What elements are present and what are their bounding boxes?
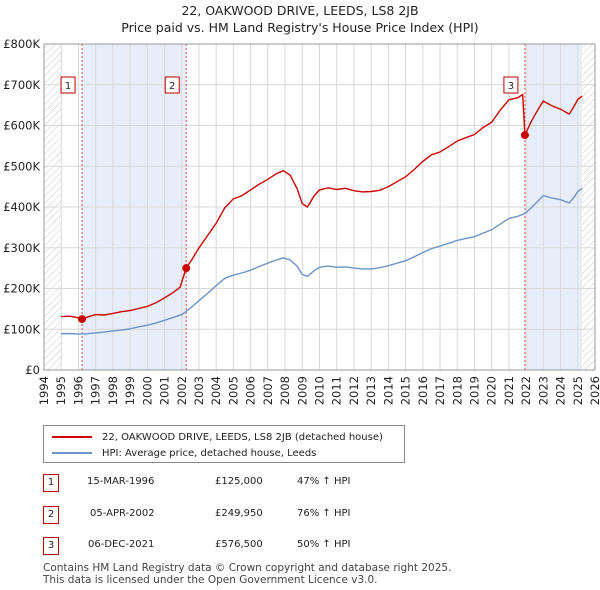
transaction-badge: 2	[43, 506, 59, 524]
series-line	[61, 187, 583, 335]
sale-point	[520, 131, 529, 140]
y-tick-label: £600K	[3, 119, 40, 133]
x-tick-label: 2010	[313, 376, 327, 405]
x-tick-label: 2019	[467, 376, 481, 405]
transaction-badge: 3	[43, 537, 59, 555]
sale-label: 1	[65, 81, 71, 92]
x-tick-label: 2000	[140, 376, 154, 405]
sale-point	[78, 315, 87, 324]
y-tick-label: £300K	[3, 241, 40, 255]
y-tick-label: £0	[25, 363, 40, 377]
legend-swatch-hpi	[52, 452, 92, 454]
transaction-badge: 1	[43, 474, 59, 492]
x-tick-label: 2025	[571, 376, 585, 405]
y-tick-label: £100K	[3, 322, 40, 336]
sale-points-layer	[78, 131, 529, 324]
y-tick-label: £500K	[3, 159, 40, 173]
x-tick-label: 2009	[295, 376, 309, 405]
x-tick-label: 2022	[519, 376, 533, 405]
sale-label: 2	[169, 81, 175, 92]
sale-label-box	[60, 76, 76, 94]
x-tick-label: 2011	[330, 376, 344, 405]
price-chart: 22, OAKWOOD DRIVE, LEEDS, LS8 2JB Price …	[3, 3, 600, 405]
plot-border	[43, 43, 596, 371]
x-tick-label: 2005	[226, 376, 240, 405]
x-tick-label: 2020	[485, 376, 499, 405]
sale-markers-layer: 1 2 3	[60, 44, 526, 370]
transaction-date: 05-APR-2002	[90, 508, 155, 519]
footer-licence: This data is licensed under the Open Gov…	[43, 574, 378, 586]
legend-swatch-property	[52, 436, 92, 438]
x-tick-label: 2002	[175, 376, 189, 405]
transaction-date: 15-MAR-1996	[87, 476, 155, 487]
x-tick-label: 2026	[588, 376, 600, 405]
x-tick-label: 2016	[416, 376, 430, 405]
x-tick-label: 1995	[54, 376, 68, 405]
transaction-price: £576,500	[215, 539, 263, 550]
x-tick-label: 2017	[433, 376, 447, 405]
y-tick-label: £400K	[3, 200, 40, 214]
x-tick-label: 2023	[536, 376, 550, 405]
x-tick-label: 1996	[71, 376, 85, 405]
x-tick-label: 2012	[347, 376, 361, 405]
x-tick-label: 2014	[381, 376, 395, 405]
legend-label-property: 22, OAKWOOD DRIVE, LEEDS, LS8 2JB (detac…	[102, 431, 383, 443]
sale-label-box	[164, 76, 180, 94]
y-tick-label: £800K	[3, 37, 40, 51]
series-layer	[61, 93, 583, 335]
x-tick-label: 2021	[502, 376, 516, 405]
x-tick-label: 1999	[123, 376, 137, 405]
transaction-hpi: 76% ↑ HPI	[297, 508, 351, 519]
transaction-date: 06-DEC-2021	[88, 539, 155, 550]
x-tick-label: 1997	[89, 376, 103, 405]
transaction-hpi: 50% ↑ HPI	[297, 539, 351, 550]
x-tick-label: 1994	[37, 376, 51, 405]
x-tick-label: 2015	[399, 376, 413, 405]
x-tick-label: 2024	[554, 376, 568, 405]
sale-point	[182, 264, 191, 273]
sale-label-box	[503, 76, 519, 94]
x-tick-label: 2007	[261, 376, 275, 405]
x-tick-label: 2008	[278, 376, 292, 405]
legend-label-hpi: HPI: Average price, detached house, Leed…	[102, 447, 317, 459]
x-tick-label: 2013	[364, 376, 378, 405]
x-tick-label: 2001	[158, 376, 172, 405]
transaction-price: £125,000	[215, 476, 263, 487]
footer: Contains HM Land Registry data © Crown c…	[43, 562, 451, 586]
y-tick-label: £700K	[3, 78, 40, 92]
y-tick-label: £200K	[3, 282, 40, 296]
x-tick-label: 2018	[450, 376, 464, 405]
x-tick-label: 1998	[106, 376, 120, 405]
transaction-price: £249,950	[215, 508, 263, 519]
x-tick-label: 2006	[244, 376, 258, 405]
footer-copyright: Contains HM Land Registry data © Crown c…	[43, 562, 452, 574]
transaction-hpi: 47% ↑ HPI	[297, 476, 351, 487]
x-tick-label: 2003	[192, 376, 206, 405]
legend-item-property: 22, OAKWOOD DRIVE, LEEDS, LS8 2JB (detac…	[52, 430, 383, 444]
chart-title: 22, OAKWOOD DRIVE, LEEDS, LS8 2JB	[181, 3, 418, 18]
legend: 22, OAKWOOD DRIVE, LEEDS, LS8 2JB (detac…	[43, 425, 405, 463]
axes-layer: £0 £100K £200K £300K £400K £500K £600K £700K £80…	[3, 37, 600, 405]
series-line	[61, 93, 583, 320]
chart-subtitle: Price paid vs. HM Land Registry's House …	[121, 20, 478, 35]
x-tick-label: 2004	[209, 376, 223, 405]
legend-item-hpi: HPI: Average price, detached house, Leed…	[52, 446, 316, 460]
sale-label: 3	[508, 81, 514, 92]
